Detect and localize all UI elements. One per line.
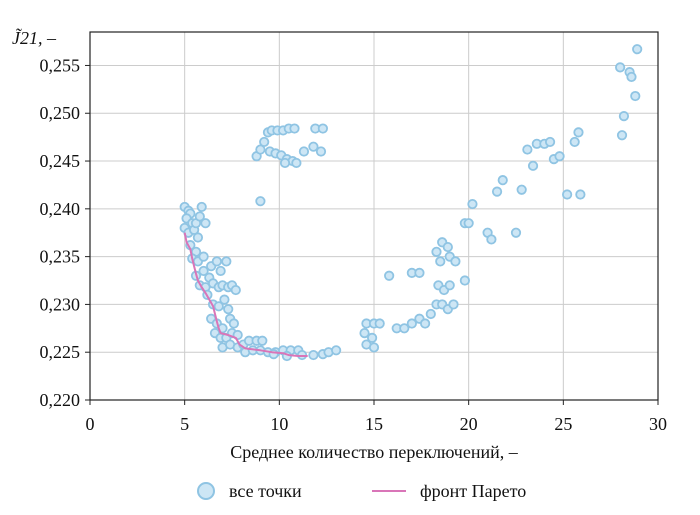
scatter-point	[308, 141, 319, 152]
scatter-point	[213, 301, 224, 312]
x-tick-label: 30	[649, 414, 667, 434]
scatter-point	[459, 275, 470, 286]
scatter-point	[259, 136, 270, 148]
scatter-point	[298, 146, 310, 157]
legend-points-marker	[197, 482, 215, 500]
scatter-point	[198, 251, 209, 262]
scatter-point	[632, 44, 643, 55]
scatter-points	[179, 44, 643, 362]
scatter-point	[444, 280, 455, 291]
legend: все точки фронт Парето	[197, 481, 526, 501]
scatter-point	[399, 323, 410, 334]
scatter-point	[331, 345, 342, 356]
scatter-point	[442, 241, 453, 253]
scatter-point	[289, 123, 300, 134]
scatter-point	[467, 198, 478, 210]
scatter-point	[448, 299, 459, 310]
y-tick-label: 0,225	[40, 342, 81, 362]
scatter-point	[516, 184, 527, 195]
scatter-point	[374, 318, 385, 329]
scatter-point	[425, 308, 436, 320]
scatter-point	[198, 265, 209, 277]
scatter-point	[463, 218, 474, 229]
scatter-point	[196, 201, 207, 213]
scatter-point	[317, 123, 328, 134]
scatter-point	[211, 256, 222, 267]
scatter-point	[431, 246, 442, 257]
legend-pareto-label: фронт Парето	[420, 481, 526, 501]
scatter-point	[486, 234, 497, 245]
scatter-point	[554, 151, 565, 162]
scatter-point	[221, 256, 232, 267]
y-tick-label: 0,245	[40, 151, 81, 171]
scatter-point	[228, 318, 239, 329]
pareto-front-line	[183, 232, 308, 357]
x-tick-label: 25	[554, 414, 572, 434]
scatter-point	[616, 130, 628, 141]
scatter-point	[255, 196, 266, 207]
scatter-point	[562, 189, 573, 200]
x-tick-label: 15	[365, 414, 383, 434]
scatter-point	[615, 62, 626, 73]
y-tick-label: 0,220	[40, 390, 81, 410]
scatter-point	[450, 256, 461, 267]
scatter-point	[497, 175, 508, 186]
scatter-point	[219, 294, 230, 305]
scatter-point	[194, 211, 205, 222]
scatter-point	[257, 335, 268, 346]
scatter-point	[435, 256, 446, 267]
scatter-point	[368, 342, 380, 353]
scatter-point	[491, 186, 503, 197]
scatter-point	[414, 267, 425, 278]
scatter-point	[510, 227, 522, 238]
scatter-point	[573, 127, 584, 138]
scatter-point	[544, 136, 556, 148]
y-axis-ticks: 0,220 0,225 0,230 0,235 0,240 0,245 0,250 0,255	[40, 55, 90, 410]
scatter-point	[192, 232, 204, 243]
scatter-point	[215, 265, 226, 277]
scatter-point	[255, 144, 266, 155]
scatter-point	[230, 284, 241, 296]
scatter-point	[384, 270, 395, 281]
scatter-point	[630, 90, 641, 102]
x-tick-label: 20	[460, 414, 478, 434]
scatter-point	[575, 189, 586, 200]
y-tick-label: 0,235	[40, 247, 81, 267]
scatter-point	[569, 136, 580, 148]
scatter-point	[618, 111, 630, 122]
scatter-point	[527, 160, 539, 171]
scatter-point	[367, 332, 378, 343]
x-tick-label: 10	[270, 414, 288, 434]
pareto-front	[183, 232, 308, 357]
y-tick-label: 0,240	[40, 199, 81, 219]
scatter-point	[359, 327, 370, 339]
scatter-point	[223, 304, 234, 315]
scatter-point	[522, 144, 533, 155]
legend-points-label: все точки	[229, 481, 302, 501]
y-axis-title: J̃21, –	[12, 28, 57, 48]
y-tick-label: 0,250	[40, 103, 81, 123]
x-tick-label: 0	[86, 414, 95, 434]
scatter-point	[315, 146, 327, 157]
y-tick-label: 0,255	[40, 55, 81, 75]
scatter-point	[308, 349, 319, 361]
scatter-point	[406, 318, 417, 329]
scatter-point	[200, 218, 211, 229]
x-axis-title: Среднее количество переключений, –	[230, 442, 518, 462]
x-axis-ticks: 0 5 10 15 20 25 30	[86, 400, 667, 434]
scatter-point	[279, 157, 291, 169]
x-tick-label: 5	[180, 414, 189, 434]
scatter-point	[420, 318, 431, 329]
scatter-point	[626, 71, 637, 83]
y-tick-label: 0,230	[40, 294, 81, 314]
scatter-point	[291, 157, 302, 169]
